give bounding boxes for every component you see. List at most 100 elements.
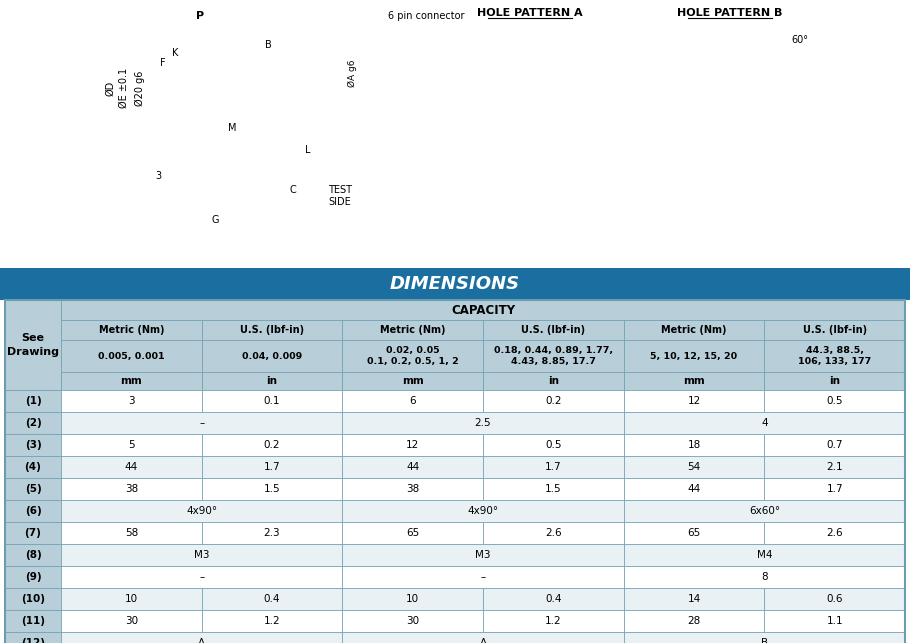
Bar (0, 268, 910, 300)
Text: 0.18, 0.44, 0.89, 1.77,
4.43, 8.85, 17.7: 0.18, 0.44, 0.89, 1.77, 4.43, 8.85, 17.7 (494, 346, 613, 366)
Text: L: L (305, 145, 310, 155)
Text: mm: mm (120, 376, 142, 386)
Bar (623, 500, 905, 522)
Text: (7): (7) (25, 528, 42, 538)
Bar (483, 588, 623, 610)
Bar (202, 390, 342, 412)
Text: 18: 18 (687, 440, 701, 450)
Bar (202, 478, 342, 500)
Text: 1.7: 1.7 (826, 484, 843, 494)
Text: (11): (11) (21, 616, 45, 626)
Text: –: – (480, 572, 486, 582)
Bar (202, 588, 342, 610)
Bar (202, 340, 342, 372)
Bar (623, 412, 905, 434)
Text: 1.1: 1.1 (826, 616, 843, 626)
Text: 4x90°: 4x90° (187, 506, 217, 516)
Text: 0.2: 0.2 (545, 396, 561, 406)
Bar (5, 544, 61, 566)
Bar (61, 320, 202, 340)
Text: 60°: 60° (792, 35, 808, 45)
Text: P: P (196, 11, 204, 21)
Text: 28: 28 (687, 616, 701, 626)
Text: Metric (Nm): Metric (Nm) (98, 325, 164, 335)
Text: (1): (1) (25, 396, 41, 406)
Bar (342, 372, 483, 390)
Bar (342, 566, 623, 588)
Text: (4): (4) (25, 462, 42, 472)
Bar (342, 412, 623, 434)
Bar (202, 372, 342, 390)
Text: (5): (5) (25, 484, 41, 494)
Bar (61, 632, 342, 643)
Bar (61, 340, 202, 372)
Bar (623, 566, 905, 588)
Text: 44: 44 (406, 462, 420, 472)
Text: Ø20 g6: Ø20 g6 (135, 70, 145, 105)
Bar (483, 610, 623, 632)
Text: 5, 10, 12, 15, 20: 5, 10, 12, 15, 20 (651, 352, 738, 361)
Bar (764, 610, 905, 632)
Text: 30: 30 (125, 616, 138, 626)
Bar (5, 300, 61, 390)
Text: C: C (289, 185, 297, 195)
Text: in: in (548, 376, 559, 386)
Text: 10: 10 (125, 594, 138, 604)
Text: ØD: ØD (105, 80, 115, 96)
Bar (483, 372, 623, 390)
Text: 0.7: 0.7 (826, 440, 843, 450)
Text: 12: 12 (687, 396, 701, 406)
Text: 6 pin connector: 6 pin connector (388, 11, 464, 21)
Text: (6): (6) (25, 506, 41, 516)
Text: 5: 5 (128, 440, 135, 450)
Text: M: M (228, 123, 237, 133)
Bar (342, 500, 623, 522)
Text: 2.1: 2.1 (826, 462, 843, 472)
Text: B: B (761, 638, 768, 643)
Text: 10: 10 (406, 594, 420, 604)
Bar (483, 522, 623, 544)
Text: ØE ±0.1: ØE ±0.1 (119, 68, 129, 108)
Bar (61, 566, 342, 588)
Text: A: A (480, 638, 487, 643)
Bar (483, 456, 623, 478)
Text: M3: M3 (194, 550, 209, 560)
Text: M4: M4 (756, 550, 772, 560)
Bar (623, 632, 905, 643)
Text: 2.6: 2.6 (826, 528, 843, 538)
Bar (0, 0, 910, 268)
Text: in: in (267, 376, 278, 386)
Text: 65: 65 (687, 528, 701, 538)
Text: (12): (12) (21, 638, 45, 643)
Text: mm: mm (683, 376, 705, 386)
Text: DIMENSIONS: DIMENSIONS (390, 275, 520, 293)
Bar (5, 500, 61, 522)
Text: 0.5: 0.5 (545, 440, 561, 450)
Bar (61, 412, 342, 434)
Bar (764, 434, 905, 456)
Text: 3: 3 (128, 396, 135, 406)
Bar (342, 390, 483, 412)
Bar (623, 610, 764, 632)
Text: HOLE PATTERN B: HOLE PATTERN B (677, 8, 783, 18)
Text: 0.1: 0.1 (264, 396, 280, 406)
Text: 58: 58 (125, 528, 138, 538)
Text: Metric (Nm): Metric (Nm) (379, 325, 445, 335)
Text: See
Drawing: See Drawing (7, 334, 59, 357)
Text: 1.7: 1.7 (264, 462, 280, 472)
Bar (5, 522, 61, 544)
Text: in: in (829, 376, 840, 386)
Text: –: – (199, 418, 204, 428)
Bar (5, 434, 61, 456)
Text: 0.4: 0.4 (264, 594, 280, 604)
Text: 12: 12 (406, 440, 420, 450)
Bar (342, 610, 483, 632)
Bar (483, 478, 623, 500)
Bar (623, 522, 764, 544)
Text: F: F (160, 58, 166, 68)
Text: (10): (10) (21, 594, 45, 604)
Bar (764, 478, 905, 500)
Bar (342, 434, 483, 456)
Text: 44.3, 88.5,
106, 133, 177: 44.3, 88.5, 106, 133, 177 (798, 346, 871, 366)
Bar (61, 588, 202, 610)
